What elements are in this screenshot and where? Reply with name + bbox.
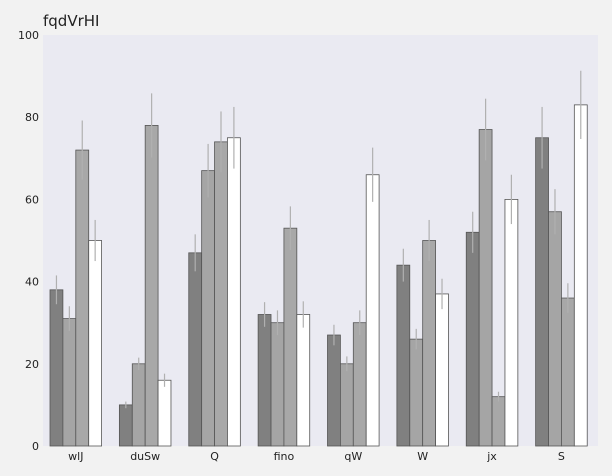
bar-qW-s4 [365,174,380,447]
y-tick-label: 40 [25,276,39,289]
bar-W-s3 [422,240,436,447]
x-tick-label: qW [344,450,362,463]
y-tick-label: 100 [18,29,39,42]
bar-W-s2 [409,338,424,447]
x-tick-label: duSw [130,450,160,463]
bar-wlJ-s4 [88,240,102,447]
y-tick-label: 80 [25,111,39,124]
bar-S-s1 [535,137,549,447]
bar-fino-s4 [296,314,311,447]
bar-qW-s3 [352,322,367,447]
bar-Q-s4 [227,137,241,447]
bar-jx-s2 [478,129,493,447]
bar-S-s3 [561,297,575,447]
bar-S-s2 [548,211,562,447]
bar-Q-s3 [214,141,228,447]
bars-group [49,104,588,447]
bar-duSw-s2 [131,363,146,447]
bar-qW-s2 [339,363,354,447]
bar-S-s4 [573,104,588,447]
bar-wlJ-s3 [75,149,90,447]
bar-duSw-s4 [157,379,172,447]
bar-W-s4 [435,293,449,447]
x-tick-label: wlJ [68,450,83,463]
x-tick-label: S [558,450,565,463]
y-tick-label: 60 [25,193,39,206]
y-tick-label: 20 [25,358,39,371]
x-tick-label: Q [210,450,219,463]
bar-Q-s1 [188,252,203,447]
error-bars-group [55,70,582,409]
bar-jx-s1 [465,231,480,447]
bar-Q-s2 [201,170,215,447]
bar-jx-s3 [491,396,506,447]
bar-duSw-s3 [144,125,159,447]
chart-title: fqdVrHI [43,12,99,30]
bar-fino-s3 [283,227,298,447]
bar-W-s1 [396,264,411,447]
y-axis-ticks: 0 20 40 60 80 100 [18,29,39,453]
bar-wlJ-s2 [62,318,77,447]
bar-fino-s2 [270,322,285,447]
x-tick-label: fino [274,450,295,463]
bar-fino-s1 [257,314,272,447]
bar-qW-s1 [327,334,341,447]
bar-wlJ-s1 [49,289,64,447]
bar-duSw-s1 [118,404,133,447]
x-tick-label: W [417,450,428,463]
y-tick-label: 0 [32,440,39,453]
x-tick-label: jx [486,450,497,463]
bar-jx-s4 [504,198,519,447]
